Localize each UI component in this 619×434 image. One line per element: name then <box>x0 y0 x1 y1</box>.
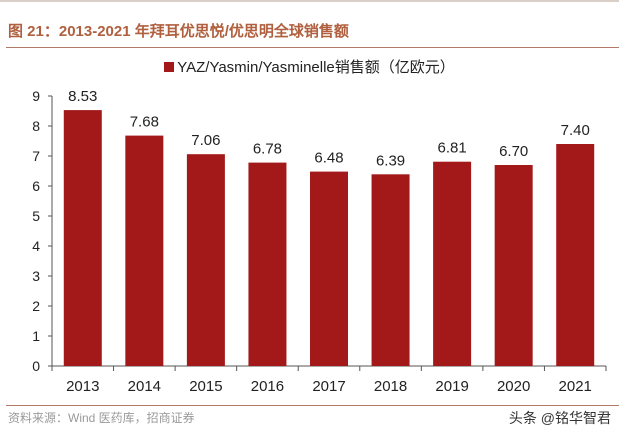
watermark: 头条 @铭华智君 <box>508 410 611 426</box>
bar-2016 <box>248 162 287 366</box>
data-label: 7.68 <box>130 114 159 131</box>
x-tick-label: 2021 <box>559 378 592 395</box>
x-tick-label: 2018 <box>374 378 407 395</box>
y-tick-label: 7 <box>32 148 40 164</box>
y-tick-label: 0 <box>32 358 40 374</box>
data-label: 7.40 <box>561 122 590 139</box>
x-tick-label: 2017 <box>312 378 345 395</box>
data-label: 7.06 <box>191 132 220 149</box>
y-tick-label: 5 <box>32 208 40 224</box>
y-tick-label: 8 <box>32 118 40 134</box>
y-tick-label: 2 <box>32 298 40 314</box>
x-tick-label: 2015 <box>189 378 222 395</box>
footer-divider <box>6 405 619 406</box>
x-tick-label: 2019 <box>435 378 468 395</box>
data-label: 6.48 <box>314 150 343 167</box>
bar-2019 <box>433 161 472 366</box>
data-label: 6.78 <box>253 141 282 158</box>
legend-swatch <box>164 62 175 72</box>
x-tick-label: 2020 <box>497 378 530 395</box>
bar-2013 <box>63 110 102 366</box>
x-tick-label: 2013 <box>66 378 99 395</box>
x-tick-label: 2016 <box>251 378 284 395</box>
bar-2020 <box>494 165 533 366</box>
bar-2017 <box>310 171 348 366</box>
legend-label: YAZ/Yasmin/Yasminelle销售额（亿欧元） <box>177 59 455 76</box>
y-tick-label: 6 <box>32 178 40 194</box>
y-tick-label: 3 <box>32 268 40 284</box>
bar-2018 <box>371 174 410 366</box>
bar-2014 <box>125 135 164 366</box>
data-label: 6.39 <box>376 152 405 169</box>
bar-2015 <box>186 154 225 366</box>
source-note: 资料来源：Wind 医药库，招商证券 <box>8 411 195 425</box>
data-label: 8.53 <box>68 88 97 105</box>
x-tick-label: 2014 <box>128 378 161 395</box>
y-tick-label: 9 <box>32 88 40 104</box>
data-label: 6.81 <box>438 140 467 157</box>
title-divider <box>6 47 619 48</box>
bar-2021 <box>556 144 595 366</box>
y-tick-label: 1 <box>32 328 40 344</box>
data-label: 6.70 <box>499 143 528 160</box>
figure-title: 图 21：2013-2021 年拜耳优思悦/优思明全球销售额 <box>8 23 349 40</box>
y-tick-label: 4 <box>32 238 40 254</box>
legend: YAZ/Yasmin/Yasminelle销售额（亿欧元） <box>0 56 619 77</box>
top-border <box>0 0 619 2</box>
